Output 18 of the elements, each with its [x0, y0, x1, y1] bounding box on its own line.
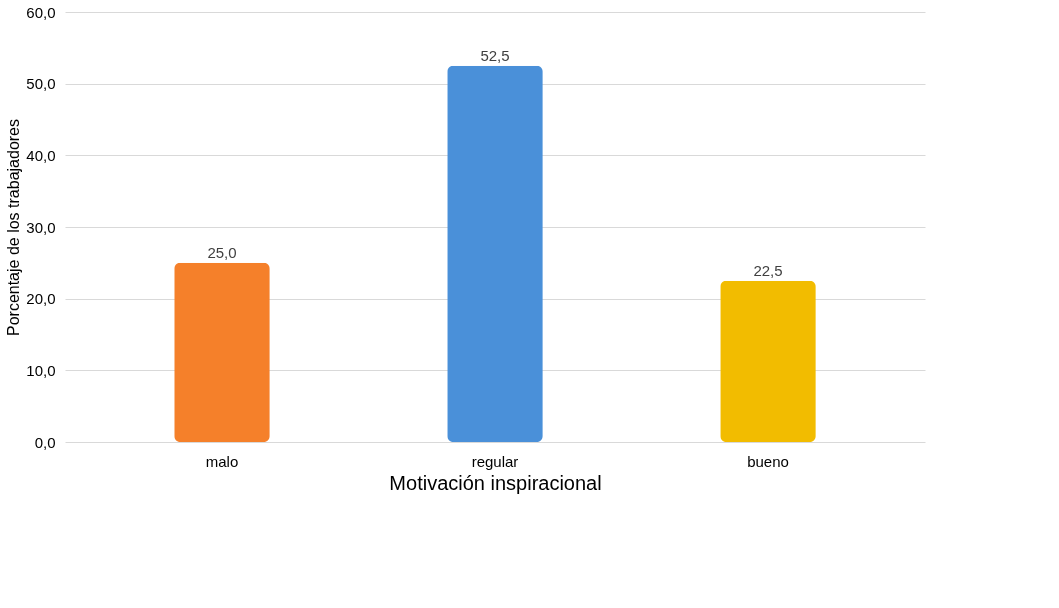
y-tick-label: 30,0 — [26, 218, 56, 236]
y-tick-label: 40,0 — [26, 146, 56, 164]
y-axis-title: Porcentaje de los trabajadores — [5, 118, 23, 337]
y-tick-label: 50,0 — [26, 75, 56, 93]
y-tick-label: 20,0 — [26, 290, 56, 308]
x-tick-label: regular — [471, 452, 519, 470]
bar — [174, 262, 270, 442]
data-label: 22,5 — [753, 261, 783, 279]
bar — [720, 280, 816, 442]
bar — [447, 65, 543, 442]
x-tick-label: malo — [205, 452, 239, 470]
data-label: 52,5 — [480, 46, 510, 64]
x-tick-label: bueno — [747, 452, 789, 470]
x-axis-title: Motivación inspiracional — [389, 471, 602, 494]
data-label: 25,0 — [207, 243, 237, 261]
y-tick-label: 10,0 — [26, 361, 56, 379]
y-tick-label: 60,0 — [26, 3, 56, 21]
y-tick-label: 0,0 — [34, 433, 56, 451]
